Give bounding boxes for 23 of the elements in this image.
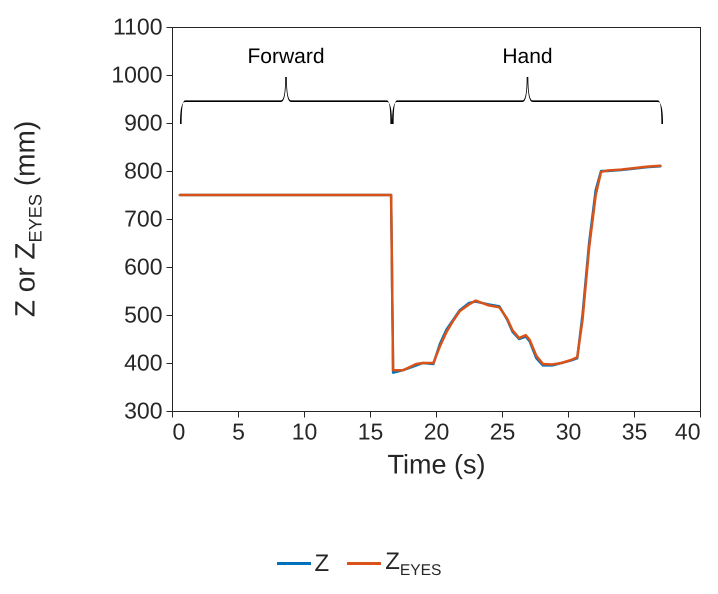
y-tick-label: 1100	[113, 14, 162, 40]
x-tick-label: 5	[232, 418, 245, 444]
y-tick-label: 700	[124, 206, 162, 232]
legend-label: Z$_{EYES}$	[385, 548, 442, 580]
annotation: Forward	[247, 45, 325, 68]
y-tick-label: 500	[124, 302, 162, 328]
x-tick-label: 10	[292, 418, 318, 444]
legend-label: Z	[314, 550, 330, 578]
x-tick-label: 30	[556, 418, 582, 444]
y-tick-label: 300	[124, 398, 162, 424]
y-tick-label: 600	[124, 254, 162, 280]
x-axis-title: Time (s)	[388, 450, 486, 480]
x-tick-label: 25	[490, 418, 516, 444]
x-tick-label: 40	[674, 418, 700, 444]
annotation: Hand	[502, 45, 553, 68]
x-tick-label: 20	[424, 418, 450, 444]
y-tick-label: 800	[124, 158, 162, 184]
y-tick-label: 400	[124, 350, 162, 376]
y-tick-label: 900	[124, 110, 162, 136]
x-tick-label: 35	[622, 418, 648, 444]
y-tick-label: 1000	[111, 62, 162, 88]
x-tick-label: 0	[172, 418, 186, 444]
x-tick-label: 15	[358, 418, 384, 444]
